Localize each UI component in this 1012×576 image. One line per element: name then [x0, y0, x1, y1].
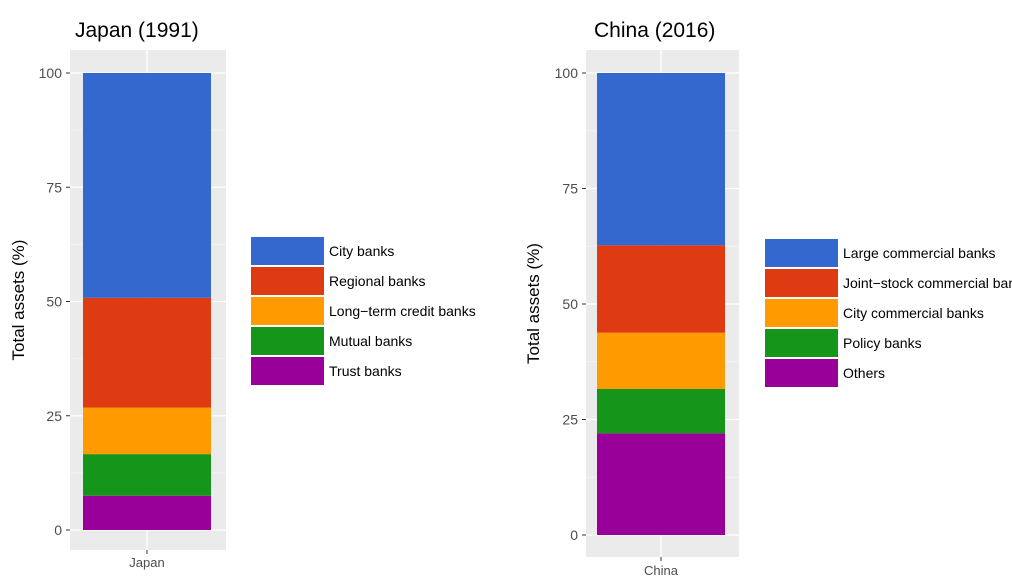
legend-label: Long−term credit banks — [329, 303, 476, 319]
legend-label: City commercial banks — [843, 305, 984, 321]
bar-segment — [83, 454, 211, 496]
legend-label: Regional banks — [329, 273, 426, 289]
y-tick-label: 0 — [570, 527, 578, 543]
bar-segment — [597, 433, 725, 535]
x-tick-label: China — [644, 563, 679, 576]
legend-swatch — [251, 237, 324, 265]
legend-swatch — [251, 357, 324, 385]
legend-label: Others — [843, 365, 885, 381]
bar-segment — [597, 73, 725, 246]
legend-swatch — [765, 359, 838, 387]
y-axis-label: Total assets (%) — [9, 240, 28, 361]
bar-segment — [83, 495, 211, 530]
legend-label: City banks — [329, 243, 394, 259]
legend-swatch — [765, 269, 838, 297]
legend-label: Policy banks — [843, 335, 922, 351]
legend-swatch — [251, 327, 324, 355]
y-tick-label: 25 — [562, 412, 578, 428]
y-tick-label: 100 — [39, 65, 63, 81]
x-tick-label: Japan — [129, 555, 164, 570]
legend-swatch — [765, 239, 838, 267]
y-tick-label: 75 — [562, 181, 578, 197]
y-tick-label: 50 — [562, 296, 578, 312]
bar-segment — [83, 297, 211, 408]
y-tick-label: 25 — [46, 408, 62, 424]
chart-title: China (2016) — [594, 19, 715, 42]
y-tick-label: 75 — [46, 179, 62, 195]
y-axis-label: Total assets (%) — [524, 243, 543, 364]
y-tick-label: 100 — [555, 65, 579, 81]
y-tick-label: 50 — [46, 294, 62, 310]
bar-segment — [597, 389, 725, 434]
bar-segment — [83, 407, 211, 455]
bar-segment — [83, 73, 211, 298]
legend-swatch — [765, 299, 838, 327]
legend-label: Mutual banks — [329, 333, 412, 349]
bar-segment — [597, 245, 725, 333]
legend-swatch — [251, 297, 324, 325]
y-tick-label: 0 — [54, 522, 62, 538]
chart-title: Japan (1991) — [75, 19, 199, 42]
legend-swatch — [765, 329, 838, 357]
legend-swatch — [251, 267, 324, 295]
legend-label: Large commercial banks — [843, 245, 996, 261]
legend-label: Trust banks — [329, 363, 402, 379]
legend-label: Joint−stock commercial banks — [843, 275, 1012, 291]
bar-segment — [597, 332, 725, 390]
